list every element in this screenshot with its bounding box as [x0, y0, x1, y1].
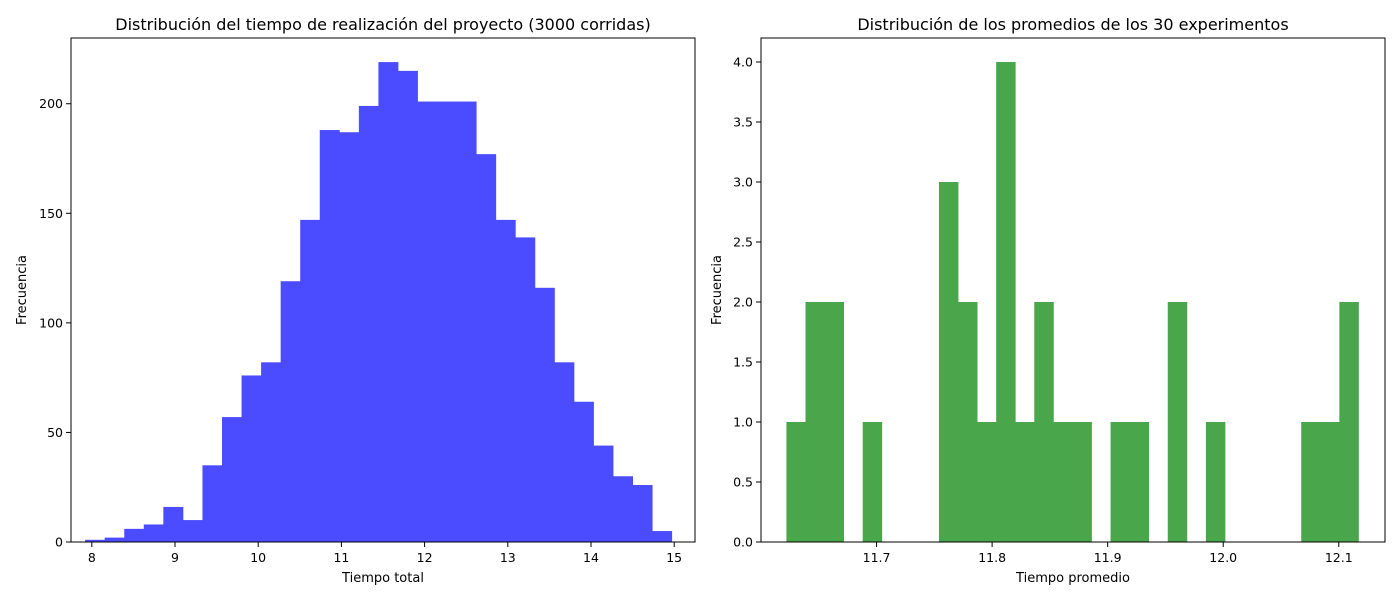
histogram-total-time: Distribución del tiempo de realización d…	[15, 15, 696, 586]
histogram-bar	[1129, 422, 1150, 542]
x-tick-label: 11.9	[1094, 550, 1122, 565]
x-tick-label: 12	[417, 550, 433, 565]
plot-frame	[70, 37, 696, 543]
y-tick-label: 150	[39, 206, 63, 221]
histogram-bar	[437, 101, 458, 543]
histogram-bar	[378, 62, 399, 543]
x-axis-label: Tiempo promedio	[1015, 571, 1130, 586]
histogram-bar	[805, 302, 825, 542]
x-tick-label: 11.8	[978, 550, 1006, 565]
histogram-bar	[104, 537, 125, 542]
histogram-bar	[534, 287, 555, 542]
y-tick-label: 1.5	[733, 355, 753, 370]
histogram-bar	[417, 101, 438, 543]
histogram-bar	[476, 154, 497, 542]
histogram-bar	[300, 219, 321, 542]
histogram-bar	[202, 465, 223, 542]
histogram-bar	[573, 401, 594, 542]
histogram-average-time: Distribución de los promedios de los 30 …	[710, 15, 1386, 586]
y-axis-label: Frecuencia	[710, 255, 725, 325]
histogram-bar	[862, 422, 883, 542]
histogram-bar	[163, 506, 184, 542]
histogram-bar	[495, 219, 516, 542]
histogram-bar	[358, 105, 379, 543]
histogram-bar	[1072, 422, 1092, 542]
chart-title: Distribución de los promedios de los 30 …	[857, 15, 1288, 34]
bars-group	[786, 62, 1359, 542]
histogram-bar	[182, 520, 203, 542]
histogram-bar	[280, 281, 301, 542]
histogram-bar	[339, 132, 360, 543]
y-tick-label: 0	[55, 535, 63, 550]
histogram-bar	[1110, 422, 1131, 542]
y-tick-label: 50	[47, 425, 63, 440]
x-tick-label: 11.7	[863, 550, 891, 565]
y-tick-label: 0.0	[733, 535, 753, 550]
histogram-bar	[1015, 422, 1035, 542]
chart-title: Distribución del tiempo de realización d…	[115, 15, 650, 34]
histogram-bar	[1320, 422, 1340, 542]
histogram-bar	[554, 362, 575, 542]
x-tick-label: 9	[171, 550, 179, 565]
histogram-bar	[786, 422, 806, 542]
histogram-bar	[515, 237, 536, 542]
ticks-group: 11.7 11.8 11.9 12.0 12.1 0.0 0.5 1.0 1.5 2.0 2.5 3.…	[733, 55, 1353, 566]
histogram-bar	[613, 476, 633, 542]
y-tick-label: 2.5	[733, 235, 753, 250]
x-tick-label: 14	[583, 550, 599, 565]
histogram-bar	[1205, 422, 1226, 542]
histogram-bar	[85, 539, 106, 542]
histogram-bar	[397, 70, 418, 542]
x-tick-label: 12.0	[1209, 550, 1237, 565]
histogram-bar	[977, 422, 997, 542]
histogram-bar	[1034, 302, 1054, 542]
y-tick-label: 3.0	[733, 175, 753, 190]
y-tick-label: 100	[39, 315, 63, 330]
y-axis-label: Frecuencia	[15, 255, 30, 325]
histogram-bar	[143, 524, 164, 542]
histogram-bar	[938, 182, 959, 542]
histogram-bar	[593, 445, 614, 542]
y-tick-label: 3.5	[733, 115, 753, 130]
x-tick-label: 10	[250, 550, 266, 565]
bars-group	[85, 62, 673, 543]
x-tick-label: 11	[333, 550, 349, 565]
x-axis-label: Tiempo total	[341, 571, 424, 586]
histogram-bar	[124, 528, 145, 542]
histogram-bar	[456, 101, 477, 543]
histogram-bar	[222, 417, 242, 542]
x-tick-label: 15	[666, 550, 682, 565]
y-tick-label: 1.0	[733, 415, 753, 430]
histogram-bar	[632, 485, 653, 542]
histogram-bar	[1053, 422, 1073, 542]
histogram-bar	[652, 531, 673, 542]
x-tick-label: 12.1	[1325, 550, 1353, 565]
y-tick-label: 0.5	[733, 475, 753, 490]
histogram-bar	[824, 302, 845, 542]
y-tick-label: 4.0	[733, 55, 753, 70]
x-tick-label: 13	[500, 550, 516, 565]
histogram-bar	[996, 62, 1016, 542]
histogram-bar	[261, 362, 282, 542]
plot-frame	[760, 37, 1386, 543]
histogram-bar	[958, 302, 978, 542]
histogram-bar	[319, 130, 340, 542]
histogram-bar	[241, 375, 262, 542]
x-tick-label: 8	[88, 550, 96, 565]
histogram-bar	[1339, 302, 1359, 542]
y-tick-label: 200	[39, 96, 63, 111]
y-tick-label: 2.0	[733, 295, 753, 310]
histogram-bar	[1167, 302, 1188, 542]
histogram-bar	[1301, 422, 1321, 542]
